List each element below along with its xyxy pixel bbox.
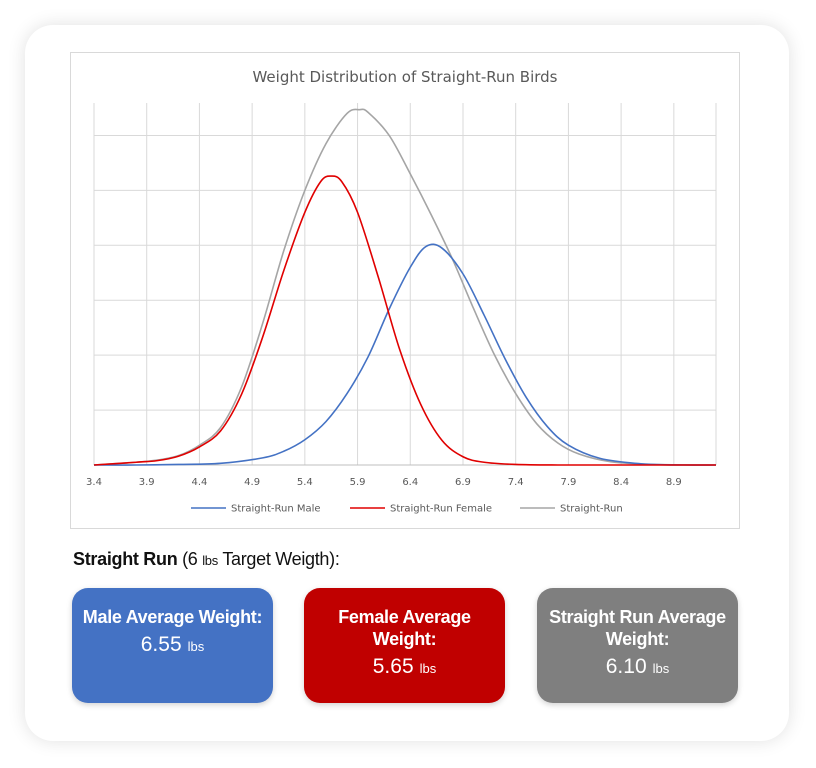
x-tick-label: 8.9	[666, 477, 682, 488]
x-axis-ticks: 3.4 3.9 4.4 4.9 5.4 5.9 6.4 6.9 7.4 7.9 8.4 8.9	[86, 477, 682, 488]
male-average-value-row: 6.55 lbs	[72, 633, 273, 657]
chart-title: Weight Distribution of Straight-Run Bird…	[252, 68, 557, 86]
straight-run-average-value-row: 6.10 lbs	[537, 655, 738, 679]
legend-label-straight-run-female: Straight-Run Female	[390, 504, 492, 515]
series-line-straight-run-male	[93, 243, 717, 466]
summary-heading-unit: lbs	[202, 553, 218, 568]
straight-run-average-label: Straight Run Average Weight:	[549, 607, 726, 649]
x-tick-label: 7.9	[560, 477, 576, 488]
straight-run-average-box: Straight Run Average Weight: 6.10 lbs	[537, 588, 738, 703]
weight-distribution-chart: Weight Distribution of Straight-Run Bird…	[86, 68, 717, 515]
chart-series	[93, 108, 717, 466]
straight-run-average-value: 6.10	[605, 655, 647, 678]
x-tick-label: 6.4	[402, 477, 418, 488]
male-average-value: 6.55	[140, 633, 182, 656]
chart-area: Weight Distribution of Straight-Run Bird…	[70, 52, 740, 529]
x-tick-label: 8.4	[613, 477, 629, 488]
chart-gridlines	[93, 103, 717, 466]
x-tick-label: 5.4	[297, 477, 313, 488]
legend-label-straight-run-male: Straight-Run Male	[231, 504, 321, 515]
male-average-label: Male Average Weight:	[82, 607, 263, 627]
x-tick-label: 5.9	[350, 477, 366, 488]
x-tick-label: 7.4	[508, 477, 524, 488]
female-average-unit: lbs	[419, 661, 437, 676]
summary-heading-rest: Target Weigth):	[217, 549, 340, 569]
female-average-value-row: 5.65 lbs	[304, 655, 505, 679]
female-average-label: Female Average Weight:	[338, 607, 471, 649]
summary-heading: Straight Run (6 lbs Target Weigth):	[73, 549, 340, 570]
x-tick-label: 6.9	[455, 477, 471, 488]
series-line-straight-run-female	[93, 175, 716, 466]
female-average-box: Female Average Weight: 5.65 lbs	[304, 588, 505, 703]
series-line-straight-run	[93, 108, 717, 466]
female-average-value: 5.65	[372, 655, 414, 678]
straight-run-average-unit: lbs	[652, 661, 670, 676]
x-tick-label: 3.9	[139, 477, 155, 488]
male-average-box: Male Average Weight: 6.55 lbs	[72, 588, 273, 703]
x-tick-label: 4.4	[191, 477, 207, 488]
summary-heading-bold: Straight Run	[73, 549, 178, 569]
male-average-unit: lbs	[187, 639, 205, 654]
x-tick-label: 3.4	[86, 477, 102, 488]
chart-legend: Straight-Run Male Straight-Run Female Stra…	[191, 504, 623, 515]
summary-heading-open: (6	[177, 549, 203, 569]
legend-label-straight-run: Straight-Run	[560, 504, 623, 515]
x-tick-label: 4.9	[244, 477, 260, 488]
